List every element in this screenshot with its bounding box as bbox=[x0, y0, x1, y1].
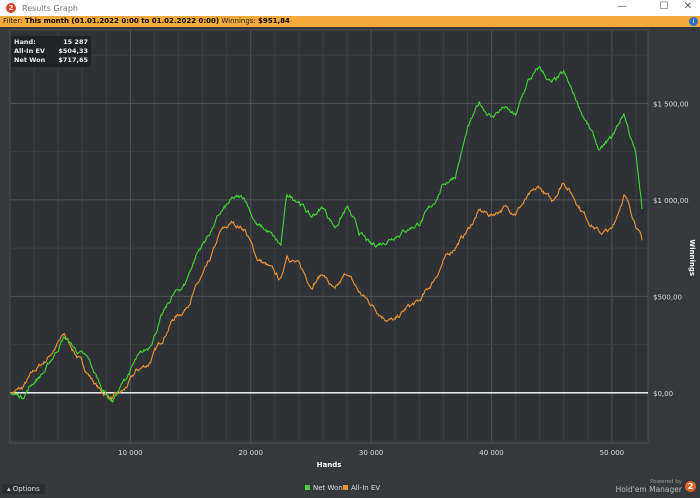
tooltip-ev-label: All-In EV bbox=[14, 47, 45, 55]
tooltip-hand-value: 15 287 bbox=[63, 38, 88, 46]
brand-name: Hold'em Manager bbox=[615, 485, 682, 494]
close-button[interactable]: ✕ bbox=[683, 1, 693, 12]
options-button[interactable]: ▴ Options bbox=[2, 484, 45, 494]
x-tick-label: 10 000 bbox=[118, 449, 143, 457]
series-line-net-won bbox=[9, 66, 643, 403]
y-tick-label: $1 000,00 bbox=[653, 197, 689, 205]
x-tick-label: 50 000 bbox=[600, 449, 625, 457]
legend-swatch bbox=[343, 485, 348, 490]
x-tick-label: 30 000 bbox=[359, 449, 384, 457]
title-bar: 2 Results Graph — ☐ ✕ bbox=[0, 0, 700, 16]
tooltip-net-value: $717,65 bbox=[58, 56, 88, 64]
powered-by: Powered by bbox=[650, 479, 682, 485]
minimize-button[interactable]: — bbox=[617, 1, 627, 12]
x-tick-label: 40 000 bbox=[479, 449, 504, 457]
window-title: Results Graph bbox=[22, 3, 78, 13]
tooltip-net-label: Net Won bbox=[14, 56, 46, 64]
filter-bar[interactable]: Filter: This month (01.01.2022 0:00 to 0… bbox=[0, 16, 700, 27]
info-icon[interactable]: i bbox=[689, 17, 698, 26]
x-tick-label: 20 000 bbox=[239, 449, 264, 457]
filter-label: Filter: bbox=[3, 17, 23, 25]
plot-area bbox=[9, 29, 649, 444]
winnings-value: $951,84 bbox=[258, 17, 290, 25]
x-axis-label: Hands bbox=[317, 461, 342, 469]
legend-swatch bbox=[305, 485, 310, 490]
y-tick-label: $500,00 bbox=[653, 293, 682, 301]
filter-value: This month (01.01.2022 0:00 to 01.02.202… bbox=[24, 17, 220, 25]
brand: Powered by Hold'em Manager 2 bbox=[616, 478, 696, 494]
series-line-all-in-ev bbox=[9, 182, 643, 401]
tooltip-hand-label: Hand: bbox=[14, 38, 36, 46]
tooltip-ev-value: $504,33 bbox=[58, 47, 88, 55]
y-tick-label: $1 500,00 bbox=[653, 100, 689, 108]
winnings-label: Winnings: bbox=[221, 17, 256, 25]
y-axis-label: Winnings bbox=[688, 239, 696, 276]
y-tick-label: $0,00 bbox=[653, 390, 673, 398]
options-label: Options bbox=[12, 485, 40, 493]
results-chart: 10 000 20 000 30 000 40 000 50 000 $0,00 $500,… bbox=[9, 29, 696, 492]
hover-tooltip: Hand: 15 287 All-In EV $504,33 Net Won $717… bbox=[11, 36, 91, 67]
app-logo-icon: 2 bbox=[6, 3, 16, 13]
hem-logo-icon: 2 bbox=[685, 480, 696, 492]
legend-label: Net Won bbox=[313, 484, 343, 492]
maximize-button[interactable]: ☐ bbox=[659, 1, 669, 12]
legend-label: All-In EV bbox=[351, 484, 380, 492]
